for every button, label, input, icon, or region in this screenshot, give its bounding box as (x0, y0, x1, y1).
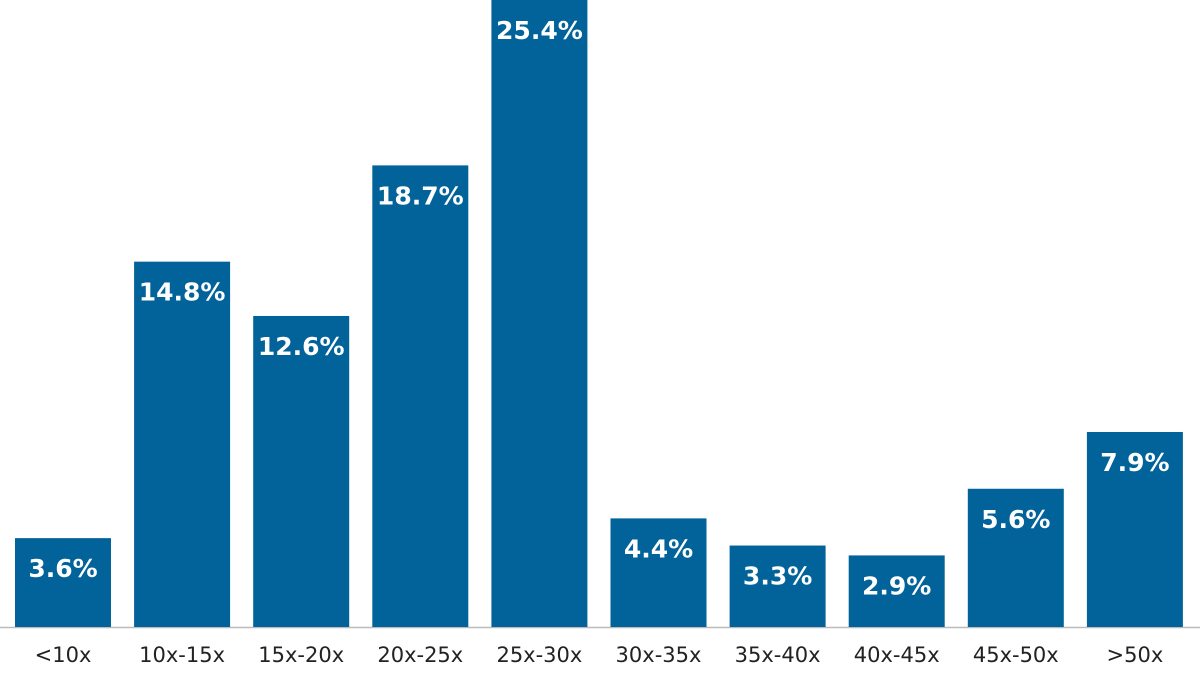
value-label: 2.9% (862, 571, 931, 600)
value-label: 3.6% (28, 554, 97, 583)
x-tick-label: 25x-30x (496, 643, 582, 667)
x-tick-label: >50x (1107, 643, 1164, 667)
x-tick-label: 15x-20x (258, 643, 344, 667)
x-tick-label: 10x-15x (139, 643, 225, 667)
x-tick-label: 35x-40x (735, 643, 821, 667)
bar (610, 518, 707, 627)
value-label: 18.7% (377, 181, 464, 210)
value-label: 12.6% (258, 332, 345, 361)
bar (15, 538, 111, 627)
bar (729, 545, 826, 627)
x-tick-label: <10x (35, 643, 92, 667)
bar (848, 555, 945, 627)
value-label: 3.3% (743, 562, 812, 591)
bar (134, 261, 231, 627)
value-label: 5.6% (981, 505, 1050, 534)
bar (491, 0, 588, 627)
value-label: 25.4% (496, 16, 583, 45)
value-label: 4.4% (624, 534, 693, 563)
bar (372, 165, 469, 627)
value-label: 14.8% (139, 278, 226, 307)
x-tick-label: 20x-25x (377, 643, 463, 667)
x-tick-label: 45x-50x (973, 643, 1059, 667)
bar (967, 488, 1064, 627)
value-label: 7.9% (1100, 448, 1169, 477)
x-tick-label: 40x-45x (854, 643, 940, 667)
bar (1086, 431, 1183, 627)
x-tick-label: 30x-35x (616, 643, 702, 667)
bar (253, 315, 350, 627)
